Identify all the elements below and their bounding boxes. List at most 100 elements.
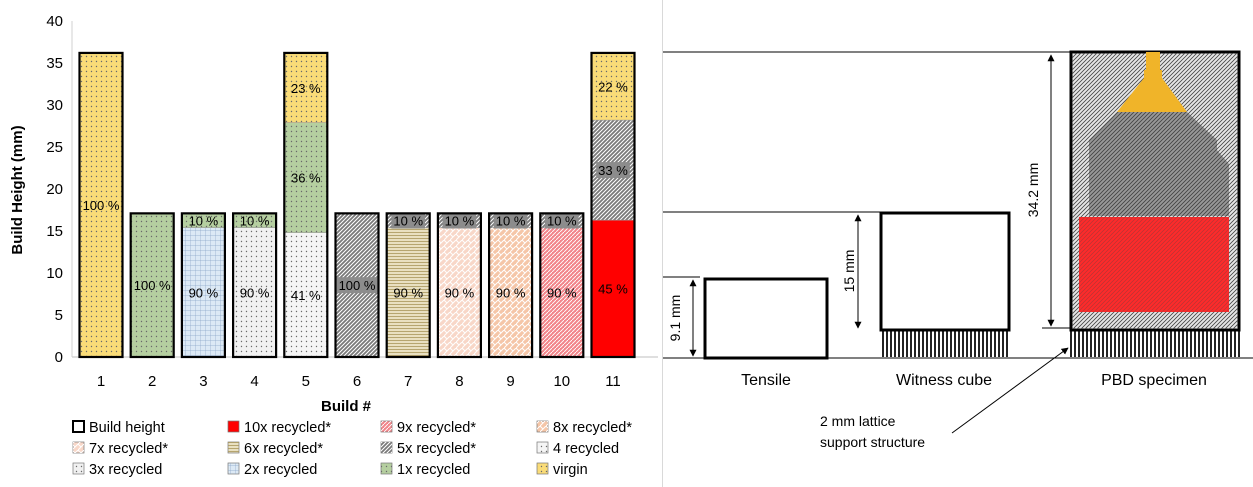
build-height-outline [385, 212, 431, 359]
pbd-specimen [1069, 50, 1241, 357]
data-label-bg [442, 212, 477, 229]
x-tick-label: 7 [404, 373, 412, 390]
witness-cube-dimension-label: 15 mm [841, 250, 857, 293]
x-tick-label: 9 [506, 373, 514, 390]
legend-swatch-pattern [73, 463, 84, 474]
bar-segment [591, 220, 635, 357]
legend: Build height 10x recycled* 9x recycled* 8x … [72, 420, 632, 478]
build-height-outline [283, 51, 329, 359]
legend-swatch-pattern [228, 463, 239, 474]
bar-segment-pattern [181, 227, 225, 357]
y-tick-label: 0 [55, 349, 63, 366]
legend-swatch [227, 420, 240, 433]
legend-swatch-pattern [73, 442, 84, 453]
tensile-dimension-label: 9.1 mm [667, 295, 683, 342]
data-label: 10 % [547, 214, 577, 229]
data-label: 22 % [598, 80, 628, 95]
legend-label: Build height [89, 420, 165, 436]
build-height-outline [129, 212, 175, 359]
bar-segment-pattern [540, 227, 584, 357]
build-height-outline [78, 51, 124, 359]
legend-swatch-pattern [537, 442, 548, 453]
witness-cube-label: Witness cube [896, 372, 992, 389]
tensile-dimension [663, 276, 700, 357]
bar-segment-pattern [79, 52, 123, 358]
data-label: 10 % [189, 214, 219, 229]
x-tick-label: 3 [199, 373, 207, 390]
pbd-specimen-label: PBD specimen [1101, 372, 1207, 389]
data-label-bg [391, 212, 425, 229]
build-height-outline [232, 212, 278, 359]
data-label: 10 % [496, 214, 526, 229]
lattice-note-line1: 2 mm lattice [820, 413, 896, 429]
x-axis: 1 2 3 4 5 6 7 8 9 10 11 [97, 373, 621, 390]
legend-swatch-pattern [381, 421, 392, 432]
bar-segment-pattern [284, 52, 328, 123]
lattice-note [951, 347, 1069, 434]
legend-label: 3x recycled [89, 462, 162, 478]
legend-label: 4 recycled [553, 441, 619, 457]
data-label: 36 % [291, 171, 321, 186]
legend-label: 10x recycled* [244, 420, 331, 436]
pbd-dimension-label: 34.2 mm [1025, 163, 1041, 217]
witness-cube [879, 211, 1011, 357]
data-label: 10 % [445, 214, 475, 229]
witness-cube-dimension [663, 211, 880, 329]
panel-divider [662, 0, 663, 487]
data-label: 90 % [496, 285, 526, 300]
data-label: 100 % [83, 198, 120, 213]
data-label: 100 % [134, 278, 171, 293]
y-axis-title: Build Height (mm) [9, 125, 26, 254]
legend-label: 8x recycled* [553, 420, 632, 436]
build-height-outline [539, 212, 585, 359]
y-tick-label: 10 [46, 265, 63, 282]
bar-segment-pattern [181, 213, 225, 228]
legend-swatch-pattern [381, 442, 392, 453]
data-label: 10 % [393, 214, 423, 229]
legend-swatch-pattern [381, 463, 392, 474]
legend-swatch-pattern [228, 442, 239, 453]
bar-segment-pattern [437, 227, 481, 357]
data-label-bg [596, 162, 630, 179]
data-label: 41 % [291, 288, 321, 303]
data-label: 90 % [445, 285, 475, 300]
y-tick-label: 20 [46, 181, 63, 198]
legend-label: 6x recycled* [244, 441, 323, 457]
bar-segment-pattern [284, 122, 328, 233]
x-tick-label: 11 [605, 373, 621, 390]
build-height-outline [436, 212, 482, 359]
tensile-label: Tensile [741, 372, 791, 389]
data-label: 90 % [189, 285, 219, 300]
data-label: 90 % [547, 285, 577, 300]
bars-group: 100 % 100 % 90 % 10 % 90 % 10 % 41 % 36 % 23 % 10… [78, 51, 636, 359]
x-tick-label: 4 [250, 373, 258, 390]
specimen-diagram: 9.1 mm 15 mm 34.2 mm Tensile Witness cub… [663, 50, 1253, 450]
data-label: 90 % [393, 285, 423, 300]
legend-label: 1x recycled [397, 462, 470, 478]
data-label: 33 % [598, 163, 628, 178]
build-height-outline [590, 51, 636, 359]
x-tick-label: 5 [302, 373, 310, 390]
y-tick-label: 35 [46, 55, 63, 72]
data-label: 100 % [339, 278, 376, 293]
bar-segment-pattern [233, 213, 277, 228]
y-tick-label: 30 [46, 97, 63, 114]
bar-segment-pattern [130, 213, 174, 357]
bar-segment-pattern [591, 52, 635, 121]
legend-label: 9x recycled* [397, 420, 476, 436]
y-tick-label: 25 [46, 139, 63, 156]
x-tick-label: 6 [353, 373, 361, 390]
build-height-outline [180, 212, 226, 359]
legend-label: 5x recycled* [397, 441, 476, 457]
x-tick-label: 1 [97, 373, 105, 390]
y-tick-label: 5 [55, 307, 63, 324]
bar-segment-pattern [386, 227, 430, 357]
pbd-dimension [663, 51, 1253, 359]
x-tick-label: 2 [148, 373, 156, 390]
x-axis-title: Build # [321, 398, 372, 415]
data-label-bg [545, 212, 579, 229]
data-label: 10 % [240, 214, 270, 229]
legend-swatch [72, 420, 85, 433]
legend-label: virgin [553, 462, 588, 478]
